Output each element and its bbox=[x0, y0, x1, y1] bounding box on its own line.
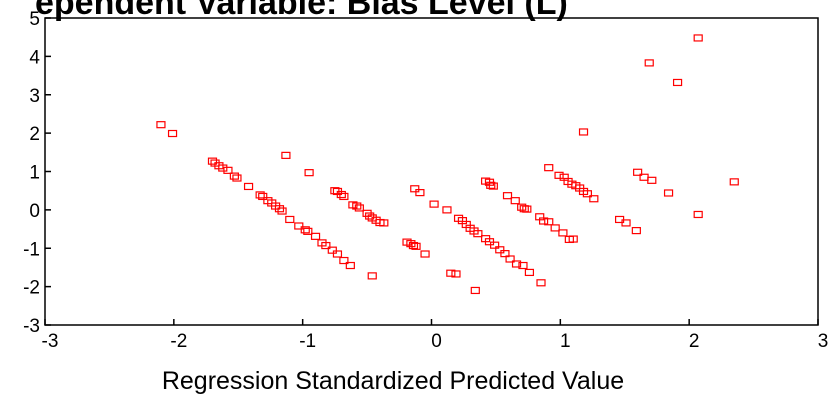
scatter-point bbox=[229, 172, 239, 180]
scatter-point bbox=[156, 121, 166, 129]
scatter-point bbox=[510, 197, 520, 205]
scatter-point bbox=[332, 250, 343, 258]
plot-frame bbox=[44, 17, 819, 326]
scatter-point bbox=[486, 181, 496, 189]
y-tick-label: 1 bbox=[29, 163, 40, 184]
scatter-point bbox=[544, 218, 554, 226]
scatter-point bbox=[345, 261, 355, 270]
scatter-point bbox=[352, 202, 362, 210]
scatter-point bbox=[578, 128, 589, 136]
scatter-point bbox=[442, 206, 452, 214]
scatter-point bbox=[672, 78, 683, 87]
scatter-point bbox=[502, 192, 513, 200]
x-tick-label: 2 bbox=[689, 331, 700, 352]
scatter-point bbox=[258, 192, 268, 201]
scatter-point bbox=[415, 189, 425, 197]
scatter-point bbox=[505, 255, 515, 263]
scatter-point bbox=[365, 212, 375, 220]
scatter-point bbox=[223, 166, 233, 174]
scatter-point bbox=[554, 171, 564, 179]
scatter-point bbox=[589, 195, 599, 203]
scatter-point bbox=[300, 226, 310, 234]
scatter-point bbox=[647, 176, 657, 184]
scatter-point bbox=[470, 286, 480, 295]
scatter-point bbox=[243, 182, 254, 191]
scatter-point bbox=[517, 203, 527, 211]
y-tick-label: -3 bbox=[23, 316, 40, 337]
x-tick-label: -1 bbox=[299, 331, 316, 352]
x-axis-label: Regression Standardized Predicted Value bbox=[162, 367, 624, 395]
y-tick-label: 4 bbox=[29, 47, 40, 68]
x-tick-label: 3 bbox=[818, 331, 829, 352]
scatter-point bbox=[339, 192, 349, 201]
scatter-point bbox=[420, 250, 430, 258]
scatter-point bbox=[538, 217, 549, 225]
scatter-point bbox=[536, 279, 546, 287]
scatter-point bbox=[451, 270, 461, 278]
y-tick-label: -2 bbox=[23, 278, 40, 299]
scatter-point bbox=[232, 174, 242, 182]
scatter-point bbox=[633, 168, 643, 176]
scatter-point bbox=[304, 169, 314, 177]
x-tick-label: 1 bbox=[560, 331, 571, 352]
scatter-point bbox=[330, 187, 340, 195]
scatter-point bbox=[446, 269, 456, 277]
chart-title: ependent Variable: Bias Level (L) bbox=[35, 0, 568, 22]
scatter-point bbox=[285, 215, 295, 224]
scatter-point bbox=[303, 227, 313, 235]
scatter-point bbox=[336, 190, 346, 199]
scatter-point bbox=[544, 164, 554, 172]
scatter-point bbox=[281, 151, 291, 159]
y-tick-label: 3 bbox=[29, 86, 40, 107]
scatter-point bbox=[582, 190, 592, 198]
y-tick-label: 5 bbox=[29, 9, 40, 30]
scatter-point bbox=[558, 229, 568, 237]
scatter-point bbox=[522, 205, 532, 213]
scatter-point bbox=[495, 246, 505, 254]
scatter-point bbox=[327, 246, 337, 254]
scatter-point bbox=[321, 241, 331, 250]
x-tick-label: 0 bbox=[431, 331, 442, 352]
scatter-point bbox=[218, 164, 228, 172]
scatter-point bbox=[511, 260, 522, 268]
scatter-point bbox=[410, 185, 420, 193]
x-tick-label: -3 bbox=[42, 331, 59, 352]
scatter-point bbox=[644, 59, 654, 67]
scatter-point bbox=[277, 207, 287, 215]
scatter-point bbox=[524, 268, 535, 277]
scatter-point bbox=[411, 242, 421, 250]
scatter-point bbox=[207, 157, 218, 165]
scatter-point bbox=[255, 191, 265, 199]
y-tick-label: 2 bbox=[29, 124, 40, 145]
scatter-point bbox=[518, 261, 528, 270]
y-tick-label: -1 bbox=[23, 239, 40, 260]
scatter-point bbox=[339, 256, 349, 265]
scatter-point bbox=[693, 210, 703, 219]
scatter-point bbox=[621, 219, 631, 227]
scatter-point bbox=[367, 272, 377, 280]
scatter-point bbox=[408, 241, 419, 250]
scatter-point bbox=[663, 189, 674, 197]
scatter-point bbox=[473, 230, 483, 238]
scatter-point bbox=[631, 226, 641, 235]
scatter-point bbox=[429, 200, 439, 208]
scatter-point bbox=[274, 205, 285, 213]
scatter-point bbox=[729, 178, 739, 186]
scatter-point bbox=[379, 219, 389, 227]
scatter-point bbox=[500, 250, 510, 258]
scatter-point bbox=[550, 224, 560, 232]
scatter-point bbox=[488, 182, 498, 190]
scatter-point bbox=[167, 129, 178, 138]
scatter-point bbox=[490, 241, 500, 249]
scatter-point bbox=[354, 204, 364, 212]
scatter-point bbox=[693, 34, 703, 42]
scatter-point bbox=[568, 235, 578, 243]
x-tick-label: -2 bbox=[170, 331, 187, 352]
scatter-point bbox=[294, 222, 304, 230]
scatter-point bbox=[310, 232, 321, 240]
y-tick-label: 0 bbox=[29, 201, 40, 222]
